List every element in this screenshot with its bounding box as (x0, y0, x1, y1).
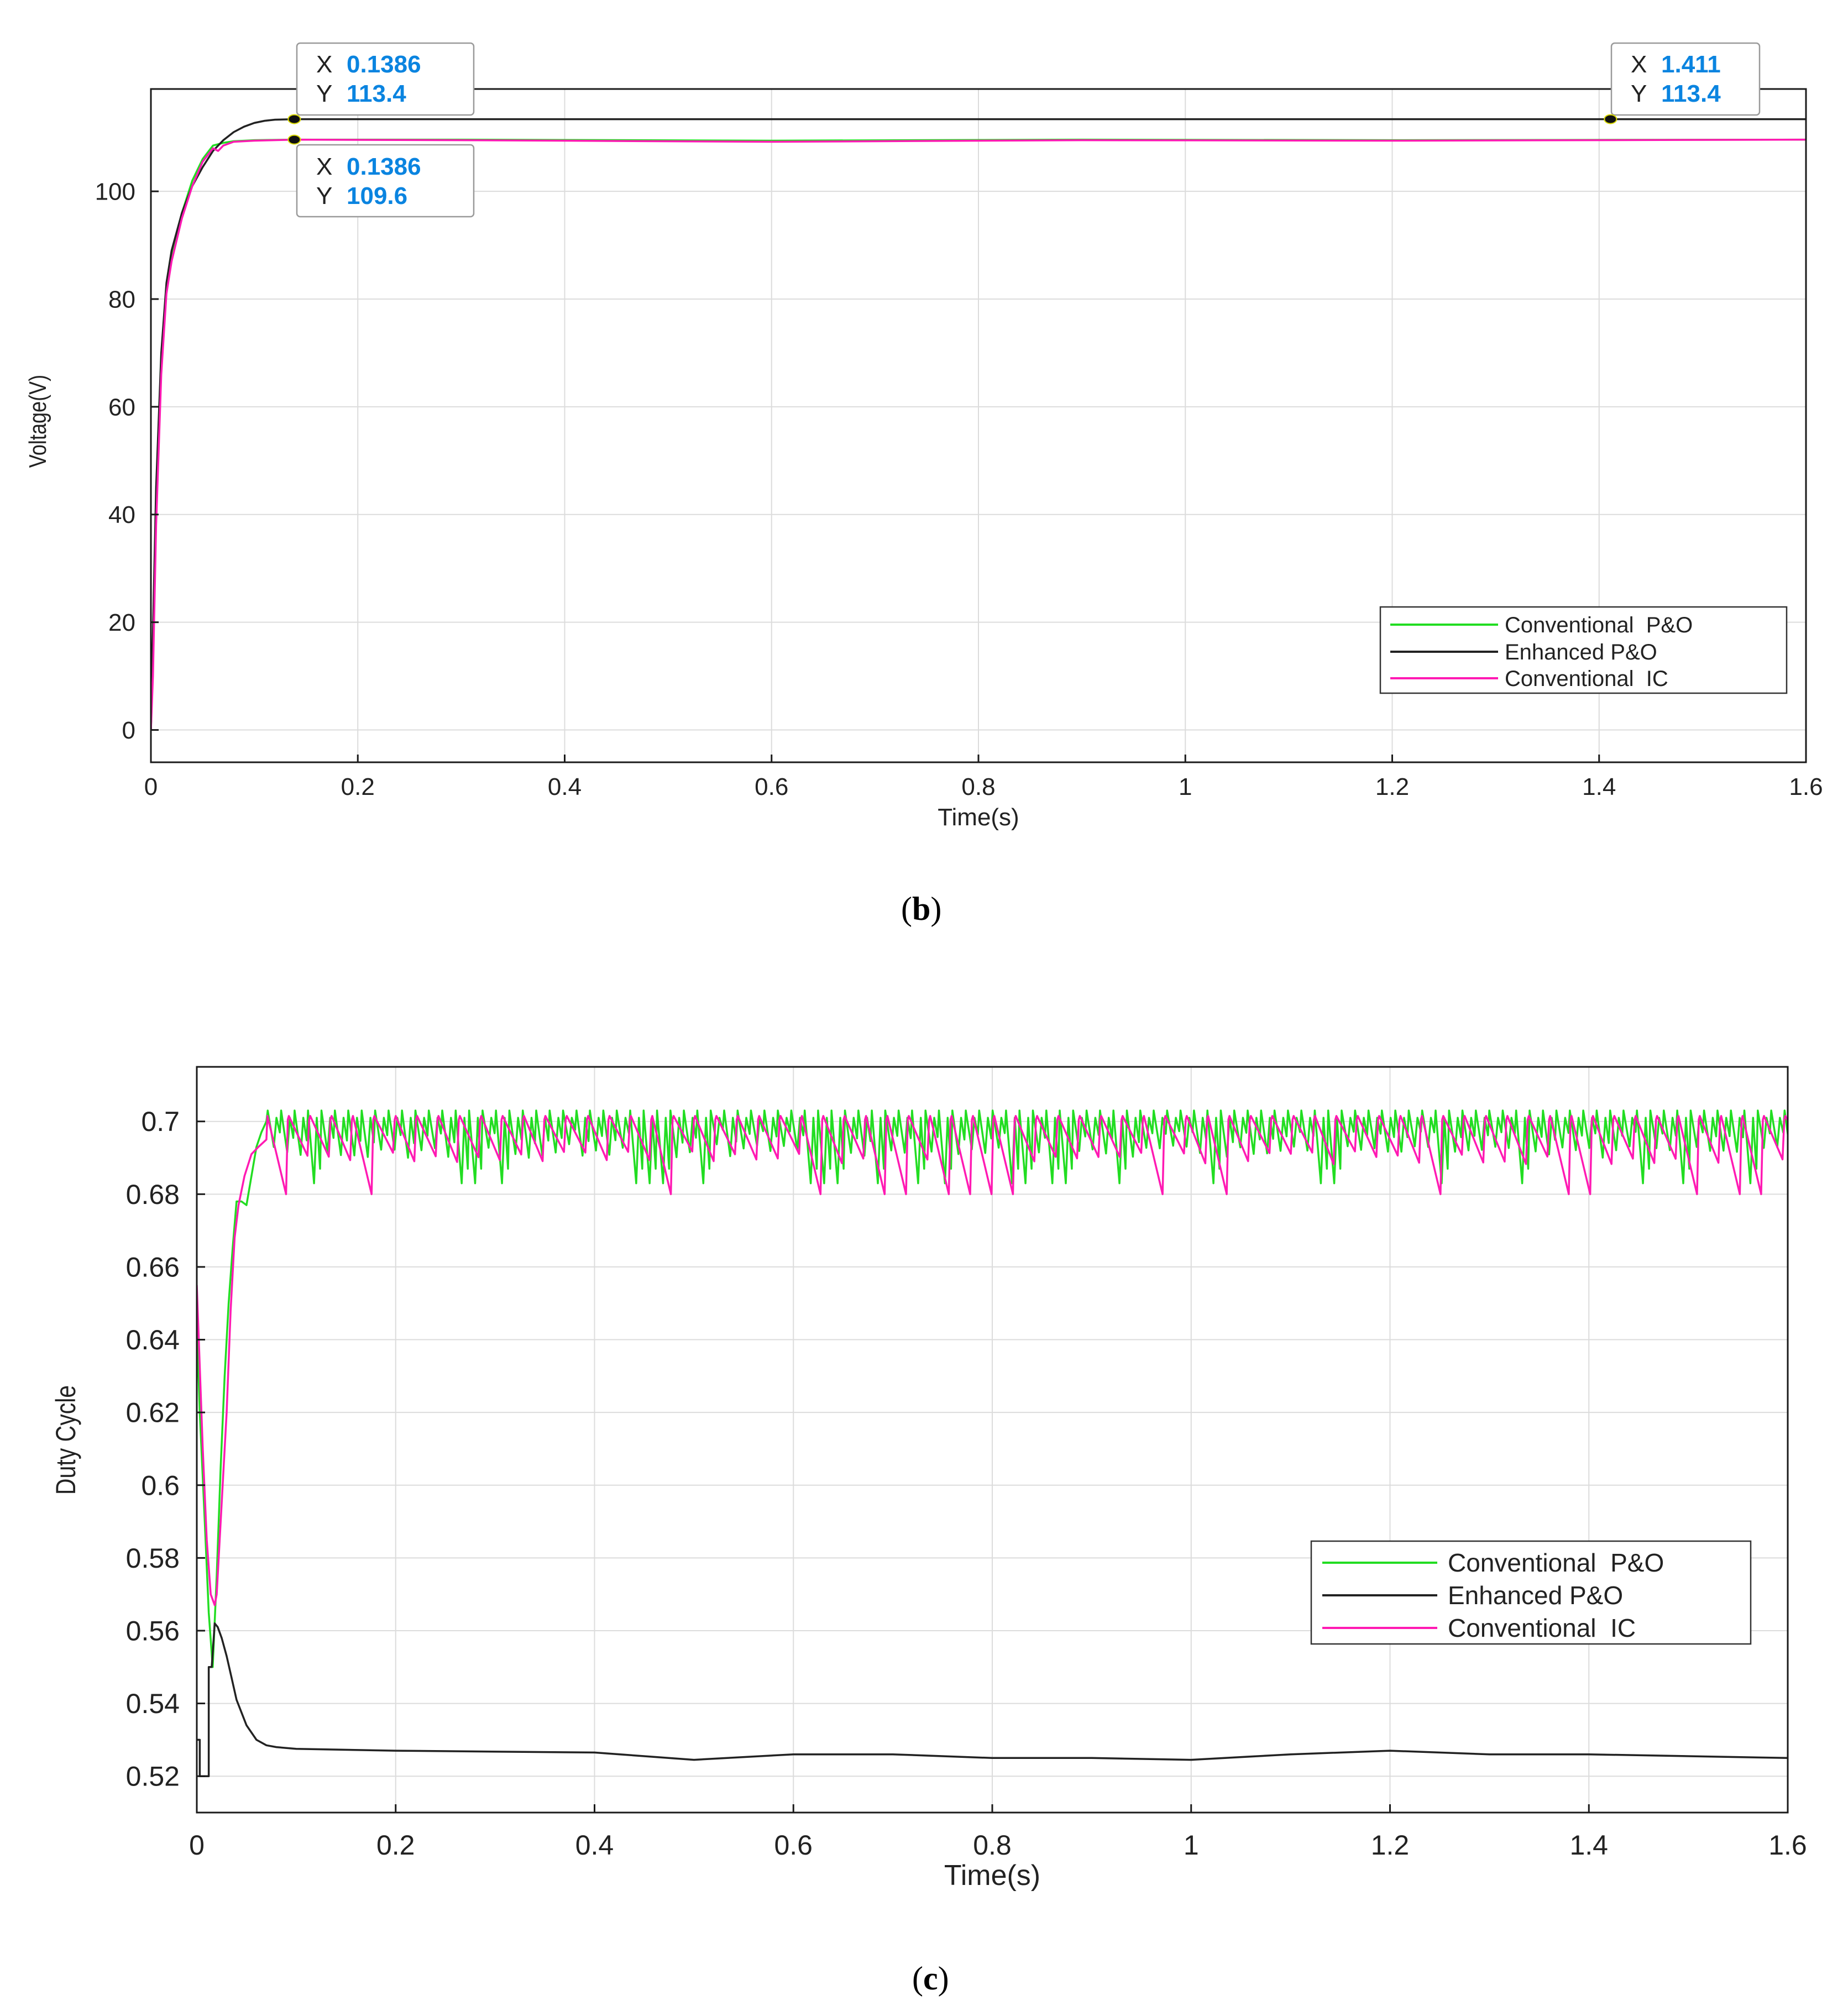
chart-b-ylabel: Voltage(V) (24, 375, 51, 468)
caption-b-letter: b (912, 891, 931, 927)
chart-b-datatip-2-x-value: 0.1386 (347, 153, 421, 180)
chart-c-xtick-label-7: 1.4 (1569, 1830, 1608, 1861)
chart-c-series-enhanced-po (197, 1622, 1788, 1777)
chart-b-plot-area (151, 118, 1806, 730)
chart-b-ytick-label-4: 80 (108, 286, 135, 313)
chart-c-grid (197, 1067, 1788, 1813)
chart-c-xtick-label-2: 0.4 (575, 1830, 614, 1861)
chart-c-ytick-label-7: 0.66 (126, 1251, 180, 1282)
chart-c: 0 0.2 0.4 0.6 0.8 1 1.2 1.4 1.6 0.52 0.54 0.56 0.58 0… (50, 1066, 1807, 1892)
chart-b-xtick-label-2: 0.4 (548, 773, 582, 800)
chart-b-datatip-3-x-label: X (1631, 51, 1647, 78)
chart-b-datatip-marker-3 (1604, 114, 1617, 124)
chart-b-datatip-2-y-label: Y (316, 182, 332, 210)
chart-b-datatip-1-y-value: 113.4 (347, 80, 406, 107)
chart-c-ytick-label-9: 0.7 (141, 1106, 180, 1137)
chart-b-series-conventional-ic (151, 138, 1806, 730)
chart-c-ytick-label-3: 0.58 (126, 1543, 180, 1574)
chart-c-xtick-label-3: 0.6 (774, 1830, 813, 1861)
chart-c-ytick-label-0: 0.52 (126, 1761, 180, 1792)
chart-b-datatip-1: X 0.1386 Y 113.4 (296, 42, 475, 116)
chart-b-datatip-2-y-value: 109.6 (347, 182, 407, 210)
chart-c-xtick-label-5: 1 (1184, 1830, 1199, 1861)
chart-c-ytick-label-5: 0.62 (126, 1397, 180, 1428)
chart-c-legend-label-conventional-po: Conventional P&O (1448, 1548, 1664, 1577)
caption-c: (c) (912, 1960, 949, 1997)
chart-b-datatip-3-box (1610, 42, 1761, 116)
chart-b-xtick-label-5: 1 (1179, 773, 1192, 800)
chart-c-xtick-label-8: 1.6 (1768, 1830, 1807, 1861)
chart-b-xtick-label-0: 0 (144, 773, 158, 800)
chart-b-xlabel: Time(s) (938, 804, 1019, 831)
chart-b-legend: Conventional P&O Enhanced P&O Convention… (1379, 606, 1788, 694)
chart-b-datatip-1-x-label: X (316, 51, 332, 78)
chart-b-datatip-3-y-label: Y (1631, 80, 1647, 107)
chart-b-ytick-label-0: 0 (122, 717, 135, 744)
chart-b-datatip-marker-2 (287, 134, 301, 145)
chart-b-datatip-2-x-label: X (316, 153, 332, 180)
chart-b-xtick-label-8: 1.6 (1789, 773, 1823, 800)
chart-c-ytick-label-8: 0.68 (126, 1179, 180, 1210)
chart-c-legend-label-enhanced-po: Enhanced P&O (1448, 1581, 1623, 1610)
chart-b-xtick-label-3: 0.6 (755, 773, 788, 800)
chart-b-ytick-label-2: 40 (108, 501, 135, 528)
caption-b: (b) (901, 891, 942, 927)
chart-b-legend-label-conventional-po: Conventional P&O (1505, 613, 1693, 637)
chart-b-ytick-label-1: 20 (108, 609, 135, 636)
chart-c-legend: Conventional P&O Enhanced P&O Convention… (1310, 1540, 1752, 1645)
chart-b-datatip-1-y-label: Y (316, 80, 332, 107)
chart-c-ticks: 0 0.2 0.4 0.6 0.8 1 1.2 1.4 1.6 0.52 0.54 0.56 0.58 0… (126, 1106, 1807, 1861)
chart-b-legend-label-enhanced-po: Enhanced P&O (1505, 640, 1657, 664)
chart-b-datatip-3: X 1.411 Y 113.4 (1610, 42, 1761, 116)
chart-c-ytick-label-6: 0.64 (126, 1324, 180, 1355)
chart-b-ytick-label-3: 60 (108, 394, 135, 421)
chart-b-xtick-label-7: 1.4 (1582, 773, 1616, 800)
chart-c-xtick-label-0: 0 (189, 1830, 205, 1861)
chart-c-xlabel: Time(s) (944, 1860, 1040, 1892)
chart-b-datatip-3-y-value: 113.4 (1661, 80, 1721, 107)
chart-b-ticks: 0 0.2 0.4 0.6 0.8 1 1.2 1.4 1.6 0 20 40 60 80 100 (95, 179, 1823, 800)
chart-b-xtick-label-1: 0.2 (341, 773, 375, 800)
chart-b-datatip-3-x-value: 1.411 (1661, 51, 1721, 78)
chart-c-ylabel: Duty Cycle (50, 1385, 81, 1495)
chart-b-datatip-markers (287, 114, 1617, 145)
chart-c-ytick-label-2: 0.56 (126, 1615, 180, 1646)
chart-c-xtick-label-6: 1.2 (1371, 1830, 1410, 1861)
chart-b-xtick-label-4: 0.8 (961, 773, 995, 800)
chart-b-datatip-2-box (296, 144, 475, 218)
chart-c-ytick-label-4: 0.6 (141, 1470, 180, 1501)
chart-c-plot-area (197, 1109, 1788, 1777)
chart-b-xtick-label-6: 1.2 (1375, 773, 1409, 800)
chart-c-legend-label-conventional-ic: Conventional IC (1448, 1614, 1636, 1642)
chart-b-grid (151, 89, 1806, 762)
chart-b-datatip-2: X 0.1386 Y 109.6 (296, 144, 475, 218)
caption-c-letter: c (923, 1960, 938, 1997)
chart-b: 0 0.2 0.4 0.6 0.8 1 1.2 1.4 1.6 0 20 40 60 80 100 Time… (24, 42, 1823, 831)
chart-c-xtick-label-4: 0.8 (973, 1830, 1012, 1861)
chart-b-series-enhanced-po (151, 118, 1806, 730)
chart-b-legend-label-conventional-ic: Conventional IC (1505, 667, 1668, 691)
chart-b-datatip-1-x-value: 0.1386 (347, 51, 421, 78)
chart-b-datatip-1-box (296, 42, 475, 116)
chart-c-series-conventional-ic (197, 1115, 1788, 1606)
chart-b-datatip-marker-1 (287, 114, 301, 124)
chart-c-ytick-label-1: 0.54 (126, 1688, 180, 1719)
chart-b-ytick-label-5: 100 (95, 179, 135, 206)
chart-c-xtick-label-1: 0.2 (376, 1830, 415, 1861)
